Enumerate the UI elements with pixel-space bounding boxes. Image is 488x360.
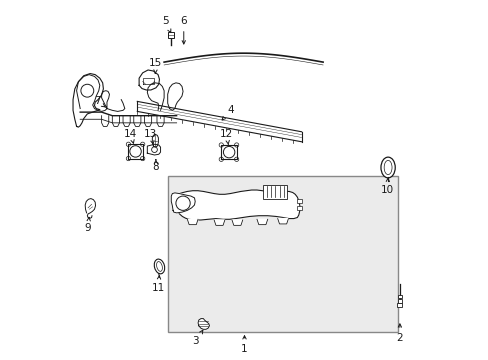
Polygon shape xyxy=(231,220,242,225)
FancyBboxPatch shape xyxy=(397,295,401,298)
Text: 1: 1 xyxy=(241,336,247,354)
Polygon shape xyxy=(134,116,141,126)
Polygon shape xyxy=(123,116,130,126)
Circle shape xyxy=(126,157,130,161)
Polygon shape xyxy=(102,116,108,126)
Polygon shape xyxy=(157,116,164,126)
Polygon shape xyxy=(147,83,164,111)
Polygon shape xyxy=(277,219,288,224)
Ellipse shape xyxy=(380,157,394,178)
Text: 11: 11 xyxy=(151,276,164,293)
Text: 8: 8 xyxy=(152,160,159,172)
Polygon shape xyxy=(85,199,95,218)
Ellipse shape xyxy=(156,262,162,271)
Text: 14: 14 xyxy=(124,129,137,143)
Text: 6: 6 xyxy=(180,16,187,44)
Polygon shape xyxy=(139,70,159,90)
Polygon shape xyxy=(171,193,195,213)
Circle shape xyxy=(140,142,144,147)
Circle shape xyxy=(219,157,223,161)
Polygon shape xyxy=(221,145,236,159)
Circle shape xyxy=(126,142,130,147)
Circle shape xyxy=(234,143,238,147)
Polygon shape xyxy=(214,220,224,225)
Circle shape xyxy=(83,87,91,94)
FancyBboxPatch shape xyxy=(397,302,402,307)
Circle shape xyxy=(219,143,223,147)
Polygon shape xyxy=(77,75,124,111)
Text: 10: 10 xyxy=(380,178,393,195)
FancyBboxPatch shape xyxy=(263,185,287,199)
Text: 12: 12 xyxy=(220,129,233,145)
Text: 9: 9 xyxy=(84,217,91,233)
Ellipse shape xyxy=(384,160,391,175)
Text: 3: 3 xyxy=(192,330,203,346)
Polygon shape xyxy=(187,219,198,225)
FancyBboxPatch shape xyxy=(168,32,174,38)
Circle shape xyxy=(132,148,139,155)
FancyBboxPatch shape xyxy=(297,199,301,203)
Polygon shape xyxy=(73,73,103,127)
Circle shape xyxy=(225,149,232,156)
Circle shape xyxy=(234,157,238,161)
Polygon shape xyxy=(112,116,119,126)
Circle shape xyxy=(140,157,144,161)
Text: 4: 4 xyxy=(222,105,234,120)
FancyBboxPatch shape xyxy=(167,176,397,332)
Text: 15: 15 xyxy=(149,58,162,73)
Ellipse shape xyxy=(154,259,164,274)
Polygon shape xyxy=(128,144,142,158)
FancyBboxPatch shape xyxy=(397,299,401,302)
Polygon shape xyxy=(144,116,151,126)
Text: 7: 7 xyxy=(94,96,105,107)
Text: 5: 5 xyxy=(162,16,170,32)
FancyBboxPatch shape xyxy=(297,206,301,210)
Polygon shape xyxy=(176,190,299,220)
Polygon shape xyxy=(198,319,209,329)
Text: 13: 13 xyxy=(144,129,157,145)
Polygon shape xyxy=(167,83,183,111)
Polygon shape xyxy=(152,134,158,147)
Polygon shape xyxy=(147,144,160,155)
Text: 2: 2 xyxy=(396,324,403,343)
Polygon shape xyxy=(257,219,267,225)
